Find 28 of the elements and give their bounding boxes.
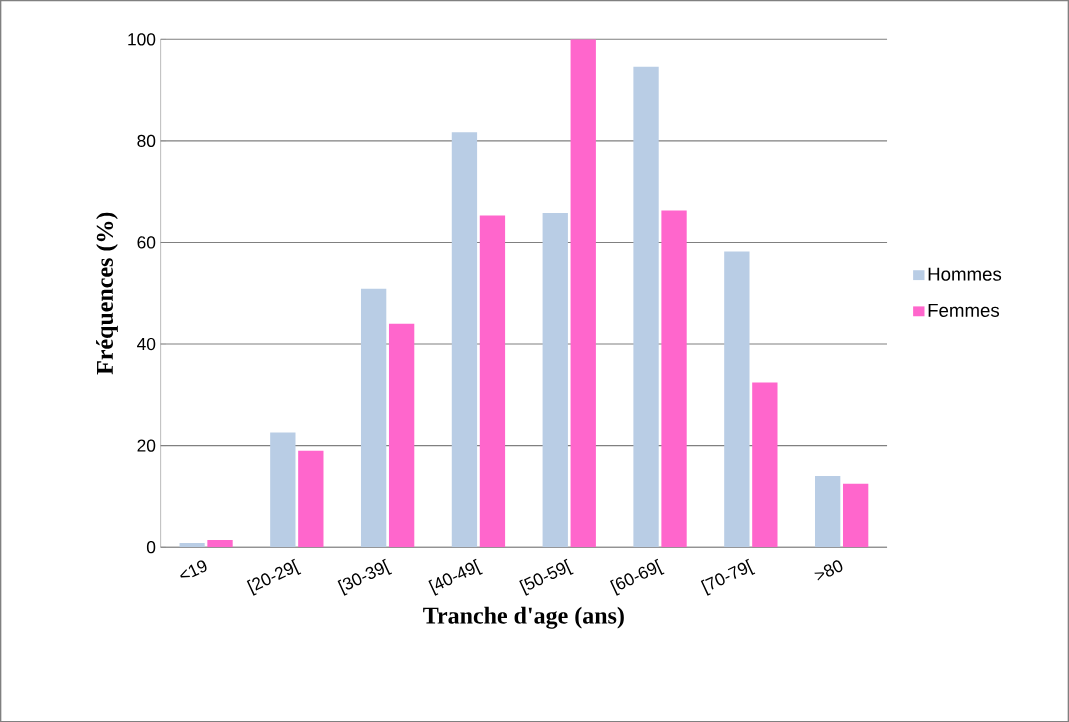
bar [752, 382, 778, 547]
bar [724, 251, 750, 547]
bar [270, 432, 296, 547]
x-tick-label: >80 [814, 560, 843, 581]
bar [815, 475, 841, 547]
bar [661, 210, 687, 547]
y-tick-label: 40 [137, 337, 156, 350]
y-tick-label: 100 [128, 32, 156, 46]
y-axis-title: Fréquences (%) [96, 212, 118, 375]
legend-label: Femmes [928, 303, 1000, 317]
y-tick-label: 60 [137, 236, 156, 249]
bar [542, 212, 568, 547]
x-axis-title: Tranche d'age (ans) [423, 606, 624, 629]
bar [360, 288, 387, 547]
bar [633, 66, 659, 547]
bar [479, 215, 506, 547]
y-tick-label: 80 [137, 134, 156, 147]
bar [207, 539, 233, 547]
bar [298, 450, 324, 547]
y-tick-label: 0 [146, 540, 156, 554]
bar [842, 483, 869, 547]
bar [179, 542, 205, 547]
bar [451, 132, 478, 547]
bar [570, 39, 596, 547]
x-tick-label: <19 [180, 560, 207, 578]
legend-label: Hommes [928, 267, 1002, 281]
y-tick-label: 20 [137, 439, 156, 452]
bar [388, 323, 415, 547]
